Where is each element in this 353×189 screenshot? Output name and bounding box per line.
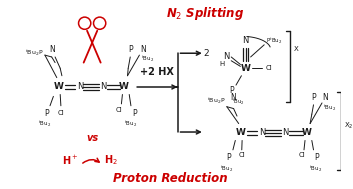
Text: $^t$Bu$_2$P: $^t$Bu$_2$P (25, 48, 44, 58)
Text: H$_2$: H$_2$ (104, 153, 118, 167)
Text: H: H (219, 61, 225, 67)
Text: W: W (302, 129, 312, 137)
Text: X: X (293, 46, 298, 53)
Text: Cl: Cl (266, 65, 273, 71)
Text: N$_2$ Splitting: N$_2$ Splitting (166, 5, 244, 22)
Text: Proton Reduction: Proton Reduction (113, 172, 228, 185)
Text: Cl: Cl (58, 110, 65, 116)
Text: P: P (44, 109, 49, 118)
Text: $^t$Bu$_2$: $^t$Bu$_2$ (38, 120, 52, 129)
Text: P: P (229, 86, 234, 95)
Text: $^t$Bu$_2$: $^t$Bu$_2$ (309, 164, 322, 174)
Text: H$^+$: H$^+$ (62, 154, 79, 167)
Text: $^t$Bu$_2$: $^t$Bu$_2$ (323, 104, 336, 113)
Text: N: N (259, 129, 265, 137)
Text: 2: 2 (204, 49, 209, 58)
Text: vs: vs (86, 133, 98, 143)
Text: P: P (132, 109, 137, 118)
Text: Cl: Cl (298, 153, 305, 158)
Text: W: W (54, 82, 64, 91)
Text: N: N (231, 93, 237, 102)
Text: N: N (77, 82, 83, 91)
Text: N: N (140, 45, 146, 54)
Text: X$_2$: X$_2$ (345, 120, 353, 131)
Text: N: N (49, 45, 55, 54)
Text: $^t$Bu$_2$: $^t$Bu$_2$ (141, 54, 155, 64)
Text: W: W (119, 82, 129, 91)
Text: N: N (323, 93, 328, 102)
Text: W: W (235, 129, 245, 137)
Text: $^t$Bu$_2$: $^t$Bu$_2$ (232, 97, 245, 107)
Text: $^t$Bu$_2$P: $^t$Bu$_2$P (207, 96, 226, 106)
Text: Cl: Cl (116, 107, 122, 112)
Text: Cl: Cl (239, 153, 245, 158)
Text: $^t$Bu$_2$: $^t$Bu$_2$ (220, 164, 233, 174)
Text: P: P (226, 153, 231, 162)
Text: N: N (101, 82, 107, 91)
Text: N: N (242, 36, 249, 45)
Text: P: P (128, 45, 133, 54)
Text: W: W (241, 64, 250, 73)
Text: P$^t$Bu$_2$: P$^t$Bu$_2$ (266, 36, 283, 46)
Text: P: P (315, 153, 319, 162)
Text: N: N (282, 129, 289, 137)
Text: +2 HX: +2 HX (140, 67, 174, 77)
Text: N: N (223, 53, 230, 61)
FancyArrowPatch shape (83, 158, 99, 163)
Text: P: P (311, 93, 316, 102)
Text: $^t$Bu$_2$: $^t$Bu$_2$ (124, 120, 137, 129)
